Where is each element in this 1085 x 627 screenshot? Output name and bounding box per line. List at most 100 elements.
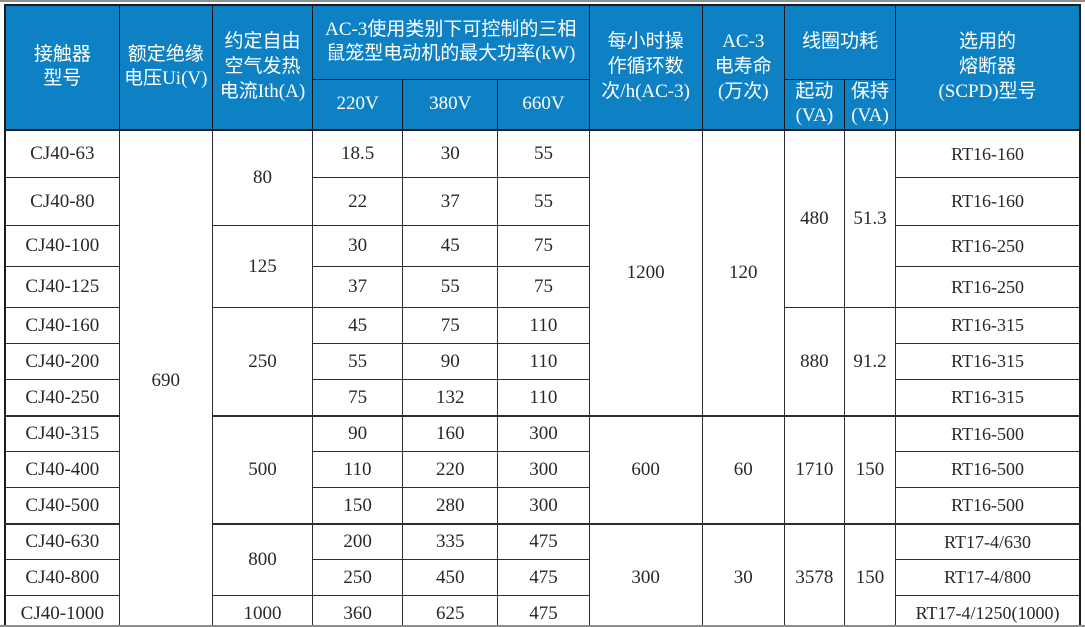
value-cell: 335 bbox=[402, 522, 499, 561]
value-cell: 250 bbox=[312, 559, 404, 597]
table-row: CJ40-1000 1000 360 625 475 RT17-4/1250(1000) bbox=[4, 595, 1081, 627]
table-row: CJ40-63 690 80 18.5 30 55 1200 120 480 51.3 RT16-1… bbox=[4, 128, 1081, 627]
value-cell: 475 bbox=[497, 595, 590, 627]
header-cycles-per-hour: 每小时操 作循环数 次/h(AC-3) bbox=[588, 4, 703, 131]
value-cell: 55 bbox=[402, 266, 499, 309]
contactor-model-cell: CJ40-63 bbox=[4, 128, 120, 179]
header-coil-power: 线圈功耗 bbox=[783, 4, 897, 80]
value-cell: 80 bbox=[211, 128, 314, 227]
value-cell: 1710 bbox=[783, 414, 845, 525]
value-cell: 475 bbox=[497, 559, 590, 597]
contactor-model-cell: CJ40-400 bbox=[4, 451, 120, 489]
value-cell: 30 bbox=[701, 522, 785, 627]
value-cell: 55 bbox=[312, 343, 404, 381]
fuse-cell: RT16-250 bbox=[895, 266, 1081, 309]
value-cell: 150 bbox=[843, 522, 897, 627]
value-cell: 55 bbox=[497, 177, 590, 227]
value-cell: 22 bbox=[312, 177, 404, 227]
fuse-cell: RT16-500 bbox=[895, 451, 1081, 489]
value-cell: 91.2 bbox=[843, 307, 897, 417]
value-cell: 45 bbox=[402, 225, 499, 268]
header-row-1: 接触器 型号 额定绝缘 电压Ui(V) 约定自由 空气发热 电流Ith(A) A… bbox=[4, 4, 1081, 131]
value-cell: 1000 bbox=[211, 595, 314, 627]
fuse-cell: RT16-160 bbox=[895, 177, 1081, 227]
header-ac3-max-power: AC-3使用类别下可控制的三相 鼠笼型电动机的最大功率(kW) bbox=[312, 4, 590, 80]
table-header: 接触器 型号 额定绝缘 电压Ui(V) 约定自由 空气发热 电流Ith(A) A… bbox=[4, 4, 1081, 131]
value-cell: 37 bbox=[402, 177, 499, 227]
fuse-cell: RT16-315 bbox=[895, 307, 1081, 345]
value-cell: 475 bbox=[497, 522, 590, 561]
contactor-spec-table: 接触器 型号 额定绝缘 电压Ui(V) 约定自由 空气发热 电流Ith(A) A… bbox=[4, 4, 1081, 627]
value-cell: 30 bbox=[312, 225, 404, 268]
header-contactor-model: 接触器 型号 bbox=[4, 4, 120, 131]
contactor-model-cell: CJ40-250 bbox=[4, 379, 120, 417]
header-voltage-660v: 660V bbox=[497, 78, 590, 131]
value-cell: 90 bbox=[402, 343, 499, 381]
page-bottom-rule bbox=[0, 625, 1085, 627]
value-cell: 37 bbox=[312, 266, 404, 309]
header-insulation-voltage: 额定绝缘 电压Ui(V) bbox=[118, 4, 213, 131]
header-electrical-life: AC-3 电寿命 (万次) bbox=[701, 4, 785, 131]
table-row: CJ40-500 150 280 300 RT16-500 bbox=[4, 487, 1081, 525]
value-cell: 300 bbox=[497, 414, 590, 453]
value-cell: 250 bbox=[211, 307, 314, 417]
header-fuse-model: 选用的 熔断器 (SCPD)型号 bbox=[895, 4, 1081, 131]
value-cell: 55 bbox=[497, 128, 590, 179]
value-cell: 280 bbox=[402, 487, 499, 525]
contactor-model-cell: CJ40-1000 bbox=[4, 595, 120, 627]
fuse-cell: RT17-4/800 bbox=[895, 559, 1081, 597]
header-voltage-220v: 220V bbox=[312, 78, 404, 131]
header-coil-start: 起动 (VA) bbox=[783, 78, 845, 131]
value-cell: 300 bbox=[497, 487, 590, 525]
value-cell: 45 bbox=[312, 307, 404, 345]
table-row: CJ40-80 22 37 55 RT16-160 bbox=[4, 177, 1081, 227]
table-row: CJ40-250 75 132 110 RT16-315 bbox=[4, 379, 1081, 417]
value-cell: 110 bbox=[497, 307, 590, 345]
contactor-model-cell: CJ40-315 bbox=[4, 414, 120, 453]
contactor-model-cell: CJ40-500 bbox=[4, 487, 120, 525]
value-cell: 600 bbox=[588, 414, 703, 525]
value-cell: 150 bbox=[312, 487, 404, 525]
value-cell: 360 bbox=[312, 595, 404, 627]
header-thermal-current: 约定自由 空气发热 电流Ith(A) bbox=[211, 4, 314, 131]
fuse-cell: RT16-315 bbox=[895, 379, 1081, 417]
value-cell: 30 bbox=[402, 128, 499, 179]
value-cell: 880 bbox=[783, 307, 845, 417]
value-cell: 300 bbox=[497, 451, 590, 489]
table-row: CJ40-200 55 90 110 RT16-315 bbox=[4, 343, 1081, 381]
value-cell: 51.3 bbox=[843, 128, 897, 309]
contactor-model-cell: CJ40-80 bbox=[4, 177, 120, 227]
value-cell: 110 bbox=[497, 343, 590, 381]
value-cell: 625 bbox=[402, 595, 499, 627]
value-cell: 3578 bbox=[783, 522, 845, 627]
value-cell: 690 bbox=[118, 128, 213, 627]
contactor-model-cell: CJ40-100 bbox=[4, 225, 120, 268]
table-row: CJ40-125 37 55 75 RT16-250 bbox=[4, 266, 1081, 309]
table-body: CJ40-63 690 80 18.5 30 55 1200 120 480 51.3 RT16-1… bbox=[4, 128, 1081, 627]
contactor-model-cell: CJ40-800 bbox=[4, 559, 120, 597]
header-row-2: 220V 380V 660V 起动 (VA) 保持 (VA) bbox=[5, 78, 1080, 131]
value-cell: 75 bbox=[402, 307, 499, 345]
value-cell: 132 bbox=[402, 379, 499, 417]
value-cell: 75 bbox=[312, 379, 404, 417]
fuse-cell: RT16-250 bbox=[895, 225, 1081, 268]
contactor-model-cell: CJ40-630 bbox=[4, 522, 120, 561]
contactor-model-cell: CJ40-160 bbox=[4, 307, 120, 345]
contactor-model-cell: CJ40-200 bbox=[4, 343, 120, 381]
value-cell: 450 bbox=[402, 559, 499, 597]
fuse-cell: RT16-500 bbox=[895, 487, 1081, 525]
value-cell: 220 bbox=[402, 451, 499, 489]
value-cell: 120 bbox=[701, 128, 785, 417]
value-cell: 110 bbox=[497, 379, 590, 417]
value-cell: 90 bbox=[312, 414, 404, 453]
value-cell: 75 bbox=[497, 225, 590, 268]
value-cell: 1200 bbox=[588, 128, 703, 417]
value-cell: 125 bbox=[211, 225, 314, 309]
table-row: CJ40-630 800 200 335 475 300 30 3578 150 RT17-4/6… bbox=[4, 522, 1081, 627]
value-cell: 60 bbox=[701, 414, 785, 525]
value-cell: 150 bbox=[843, 414, 897, 525]
fuse-cell: RT16-315 bbox=[895, 343, 1081, 381]
value-cell: 200 bbox=[312, 522, 404, 561]
page-top-rule bbox=[0, 0, 1085, 2]
